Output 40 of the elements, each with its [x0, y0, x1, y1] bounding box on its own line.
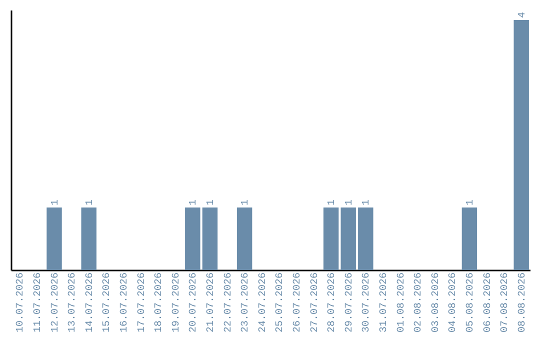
data-label: 1 — [362, 199, 373, 206]
x-tick-label: 13.07.2026 — [68, 272, 79, 333]
data-label: 4 — [517, 12, 528, 18]
data-label: 1 — [84, 199, 96, 206]
data-label: 1 — [188, 199, 200, 206]
x-tick-label: 07.08.2026 — [500, 272, 512, 333]
data-label: 1 — [327, 199, 338, 206]
x-tick-label: 29.07.2026 — [344, 272, 356, 333]
x-tick-label: 28.07.2026 — [327, 272, 338, 333]
data-label: 1 — [344, 199, 356, 206]
x-tick-label: 24.07.2026 — [258, 272, 269, 333]
x-tick-label: 11.07.2026 — [32, 272, 44, 333]
x-tick-label: 22.07.2026 — [223, 272, 234, 333]
x-tick-label: 27.07.2026 — [310, 272, 321, 333]
x-tick-label: 05.08.2026 — [465, 272, 476, 333]
x-tick-label: 01.08.2026 — [396, 272, 408, 333]
data-label: 1 — [50, 199, 62, 206]
x-tick-label: 19.07.2026 — [171, 272, 182, 333]
x-tick-label: 08.08.2026 — [517, 272, 528, 333]
x-tick-label: 04.08.2026 — [448, 272, 460, 333]
x-tick-label: 20.07.2026 — [188, 272, 200, 333]
data-label: 1 — [206, 199, 217, 206]
x-tick-label: 17.07.2026 — [136, 272, 148, 333]
x-tick-label: 03.08.2026 — [430, 272, 442, 333]
x-tick-label: 14.07.2026 — [84, 272, 96, 333]
x-tick-label: 18.07.2026 — [154, 272, 166, 333]
x-tick-label: 30.07.2026 — [362, 272, 373, 333]
x-tick-label: 25.07.2026 — [275, 272, 286, 333]
x-tick-label: 26.07.2026 — [292, 272, 304, 333]
x-tick-label: 15.07.2026 — [102, 272, 114, 333]
x-tick-label: 21.07.2026 — [206, 272, 217, 333]
x-tick-label: 16.07.2026 — [119, 272, 130, 333]
x-tick-label: 10.07.2026 — [16, 272, 27, 333]
x-tick-label: 23.07.2026 — [240, 272, 252, 333]
x-tick-label: 02.08.2026 — [414, 272, 425, 333]
x-tick-label: 31.07.2026 — [378, 272, 390, 333]
data-label: 1 — [465, 199, 476, 206]
x-tick-label: 12.07.2026 — [50, 272, 62, 333]
x-tick-label: 06.08.2026 — [482, 272, 494, 333]
data-label: 1 — [240, 199, 252, 206]
